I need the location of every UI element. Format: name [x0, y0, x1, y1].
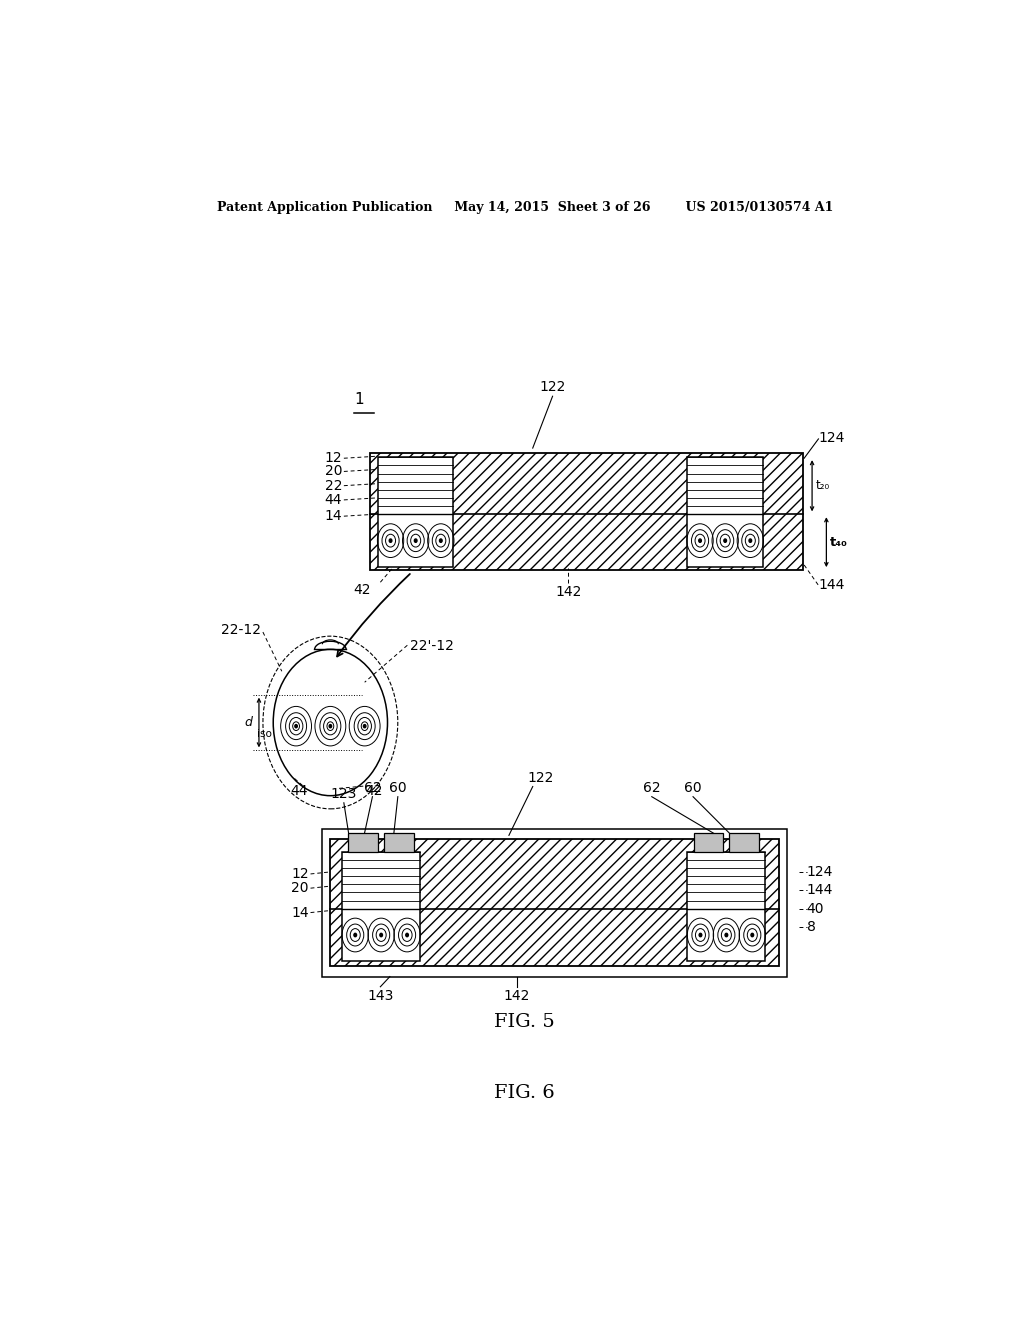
Text: 42: 42 — [353, 583, 371, 597]
Text: iso: iso — [257, 729, 271, 739]
Text: d: d — [245, 715, 253, 729]
Circle shape — [389, 539, 392, 543]
Bar — [693, 833, 723, 851]
Text: 60: 60 — [684, 780, 701, 795]
Text: 20: 20 — [292, 882, 309, 895]
Text: 123: 123 — [331, 787, 357, 801]
Circle shape — [439, 539, 442, 543]
Circle shape — [724, 539, 726, 543]
Text: 12: 12 — [291, 867, 309, 880]
Bar — [342, 851, 420, 961]
Text: 12: 12 — [325, 451, 342, 465]
Text: 143: 143 — [368, 989, 393, 1003]
Bar — [370, 453, 803, 570]
Text: 22-12: 22-12 — [221, 623, 261, 638]
Text: 144: 144 — [818, 578, 845, 593]
Text: 60: 60 — [389, 780, 407, 795]
Circle shape — [354, 933, 356, 937]
Text: FIG. 5: FIG. 5 — [495, 1014, 555, 1031]
Text: t₄₀: t₄₀ — [830, 536, 848, 549]
Text: 124: 124 — [807, 865, 833, 879]
Text: 22: 22 — [325, 479, 342, 492]
Circle shape — [329, 725, 332, 727]
Text: 44: 44 — [325, 492, 342, 507]
Text: 40: 40 — [807, 902, 824, 916]
Bar — [370, 453, 803, 570]
Circle shape — [698, 539, 701, 543]
Text: 124: 124 — [818, 430, 845, 445]
Text: 62: 62 — [364, 780, 381, 795]
Text: 62: 62 — [643, 780, 660, 795]
Bar — [384, 833, 414, 851]
Text: 22'-12: 22'-12 — [410, 639, 454, 653]
Circle shape — [749, 539, 752, 543]
Text: 8: 8 — [807, 920, 815, 933]
Bar — [331, 840, 778, 966]
Text: FIG. 6: FIG. 6 — [495, 1085, 555, 1102]
Text: Patent Application Publication     May 14, 2015  Sheet 3 of 26        US 2015/01: Patent Application Publication May 14, 2… — [217, 201, 833, 214]
Circle shape — [699, 933, 701, 937]
Bar — [348, 833, 378, 851]
Circle shape — [415, 539, 417, 543]
Circle shape — [725, 933, 728, 937]
Bar — [729, 833, 759, 851]
Circle shape — [364, 725, 366, 727]
Bar — [378, 457, 454, 568]
Circle shape — [751, 933, 754, 937]
Text: 1: 1 — [354, 392, 364, 408]
Text: 122: 122 — [540, 380, 566, 395]
Text: 144: 144 — [807, 883, 833, 898]
Text: 42: 42 — [366, 784, 383, 797]
Circle shape — [406, 933, 409, 937]
Circle shape — [380, 933, 383, 937]
Text: 142: 142 — [504, 989, 530, 1003]
Bar — [323, 829, 786, 977]
Text: 14: 14 — [325, 510, 342, 523]
Text: 44: 44 — [290, 784, 307, 797]
Text: 14: 14 — [291, 906, 309, 920]
Text: 20: 20 — [325, 465, 342, 478]
Circle shape — [295, 725, 297, 727]
Text: 142: 142 — [555, 585, 582, 599]
Text: t₂₀: t₂₀ — [816, 479, 830, 492]
Bar — [687, 851, 765, 961]
Bar — [331, 840, 778, 966]
Bar — [687, 457, 763, 568]
Text: 122: 122 — [527, 771, 554, 784]
